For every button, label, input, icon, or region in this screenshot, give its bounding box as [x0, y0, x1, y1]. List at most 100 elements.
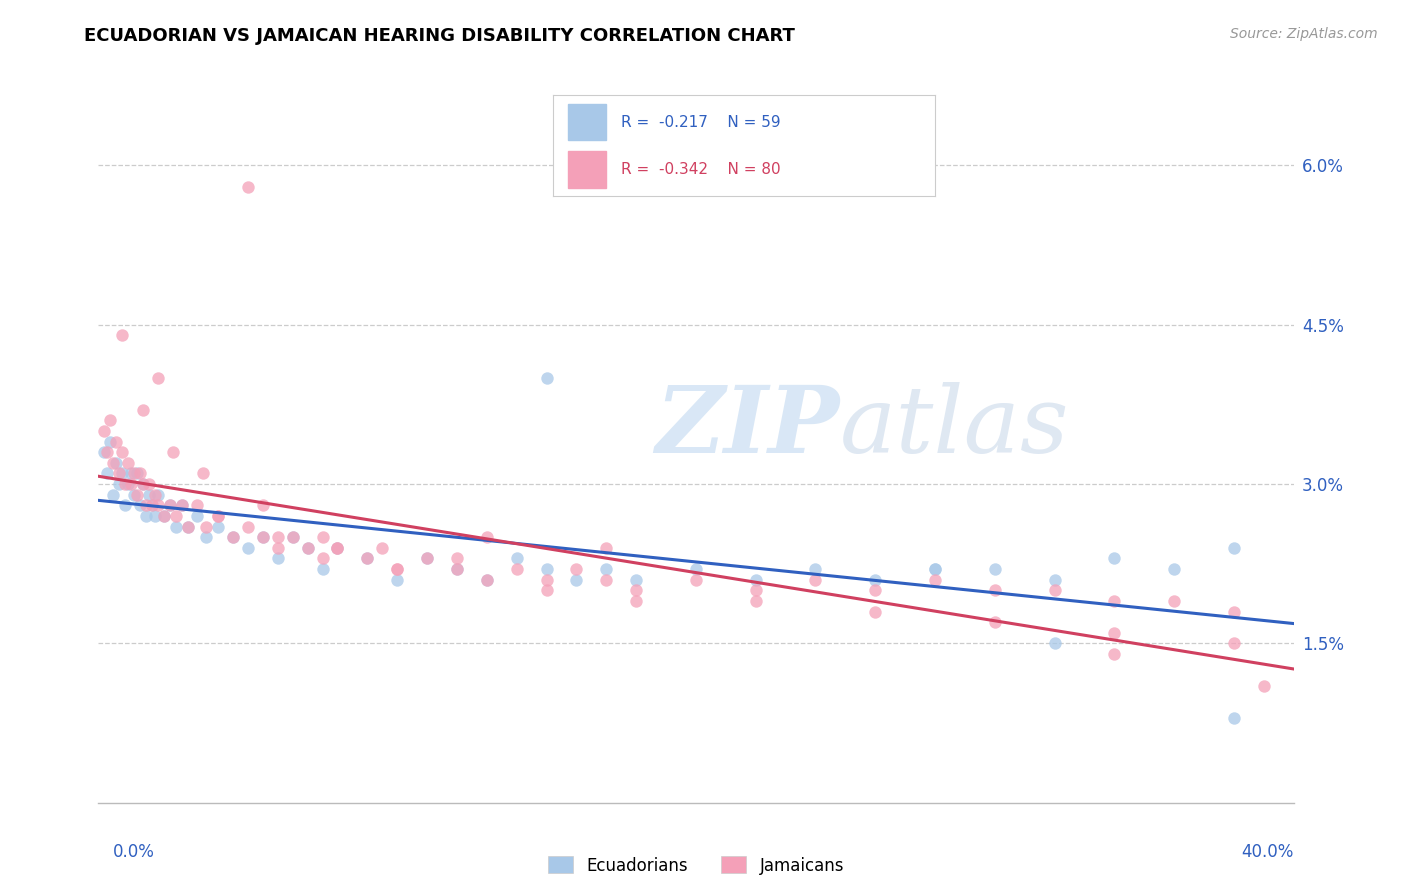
Point	[356, 551, 378, 566]
Point	[326, 541, 349, 555]
Point	[536, 562, 558, 576]
Point	[138, 477, 160, 491]
Point	[385, 562, 409, 576]
Point	[745, 594, 768, 608]
Point	[252, 530, 274, 544]
Point	[222, 530, 245, 544]
Point	[385, 573, 409, 587]
Point	[172, 498, 194, 512]
Point	[297, 541, 319, 555]
Point	[186, 498, 208, 512]
Point	[1104, 625, 1126, 640]
Point	[207, 508, 229, 523]
Point	[536, 583, 558, 598]
Point	[141, 498, 163, 512]
Point	[222, 530, 245, 544]
Point	[984, 562, 1007, 576]
Point	[207, 519, 229, 533]
Point	[165, 519, 187, 533]
Point	[98, 413, 122, 427]
Point	[111, 328, 134, 343]
Point	[1223, 711, 1246, 725]
Point	[475, 573, 498, 587]
Point	[103, 488, 125, 502]
Point	[117, 456, 139, 470]
Point	[108, 477, 131, 491]
Point	[745, 583, 768, 598]
Point	[267, 530, 290, 544]
Point	[371, 541, 394, 555]
Point	[1223, 636, 1246, 650]
Point	[1043, 583, 1066, 598]
Text: 40.0%: 40.0%	[1241, 843, 1294, 861]
Point	[1253, 679, 1275, 693]
Point	[595, 541, 617, 555]
Point	[1043, 573, 1066, 587]
Point	[446, 551, 468, 566]
Point	[141, 498, 163, 512]
Point	[565, 573, 588, 587]
Point	[114, 498, 136, 512]
Point	[138, 488, 160, 502]
Point	[153, 508, 176, 523]
Point	[236, 541, 259, 555]
Point	[252, 498, 274, 512]
Point	[159, 498, 181, 512]
Point	[281, 530, 304, 544]
Point	[153, 508, 176, 523]
Point	[626, 573, 648, 587]
Point	[924, 573, 946, 587]
Point	[865, 573, 887, 587]
Point	[186, 508, 208, 523]
Text: ZIP: ZIP	[655, 382, 839, 472]
Point	[1223, 605, 1246, 619]
Point	[311, 530, 333, 544]
Point	[626, 583, 648, 598]
Point	[195, 519, 218, 533]
Point	[127, 488, 149, 502]
Point	[984, 583, 1007, 598]
Point	[626, 594, 648, 608]
Point	[124, 467, 146, 481]
Point	[148, 498, 170, 512]
Point	[98, 434, 122, 449]
Point	[536, 371, 558, 385]
Point	[124, 488, 146, 502]
Point	[207, 508, 229, 523]
Point	[195, 530, 218, 544]
Point	[1104, 647, 1126, 661]
Point	[120, 467, 142, 481]
Point	[416, 551, 439, 566]
Point	[177, 519, 200, 533]
Point	[111, 445, 134, 459]
Point	[595, 562, 617, 576]
Point	[326, 541, 349, 555]
Point	[143, 508, 166, 523]
Point	[117, 477, 139, 491]
Point	[416, 551, 439, 566]
Point	[685, 573, 707, 587]
Point	[595, 573, 617, 587]
Point	[105, 434, 128, 449]
Point	[129, 498, 152, 512]
Point	[804, 562, 827, 576]
Point	[162, 445, 184, 459]
Point	[385, 562, 409, 576]
Point	[252, 530, 274, 544]
Point	[1163, 562, 1185, 576]
Point	[191, 467, 214, 481]
Point	[1104, 551, 1126, 566]
Point	[132, 402, 155, 417]
Point	[297, 541, 319, 555]
Point	[536, 573, 558, 587]
Point	[924, 562, 946, 576]
Point	[132, 477, 155, 491]
Legend: Ecuadorians, Jamaicans: Ecuadorians, Jamaicans	[541, 850, 851, 881]
Point	[132, 477, 155, 491]
Point	[865, 605, 887, 619]
Point	[177, 519, 200, 533]
Point	[114, 477, 136, 491]
Point	[565, 562, 588, 576]
Point	[356, 551, 378, 566]
Point	[865, 583, 887, 598]
